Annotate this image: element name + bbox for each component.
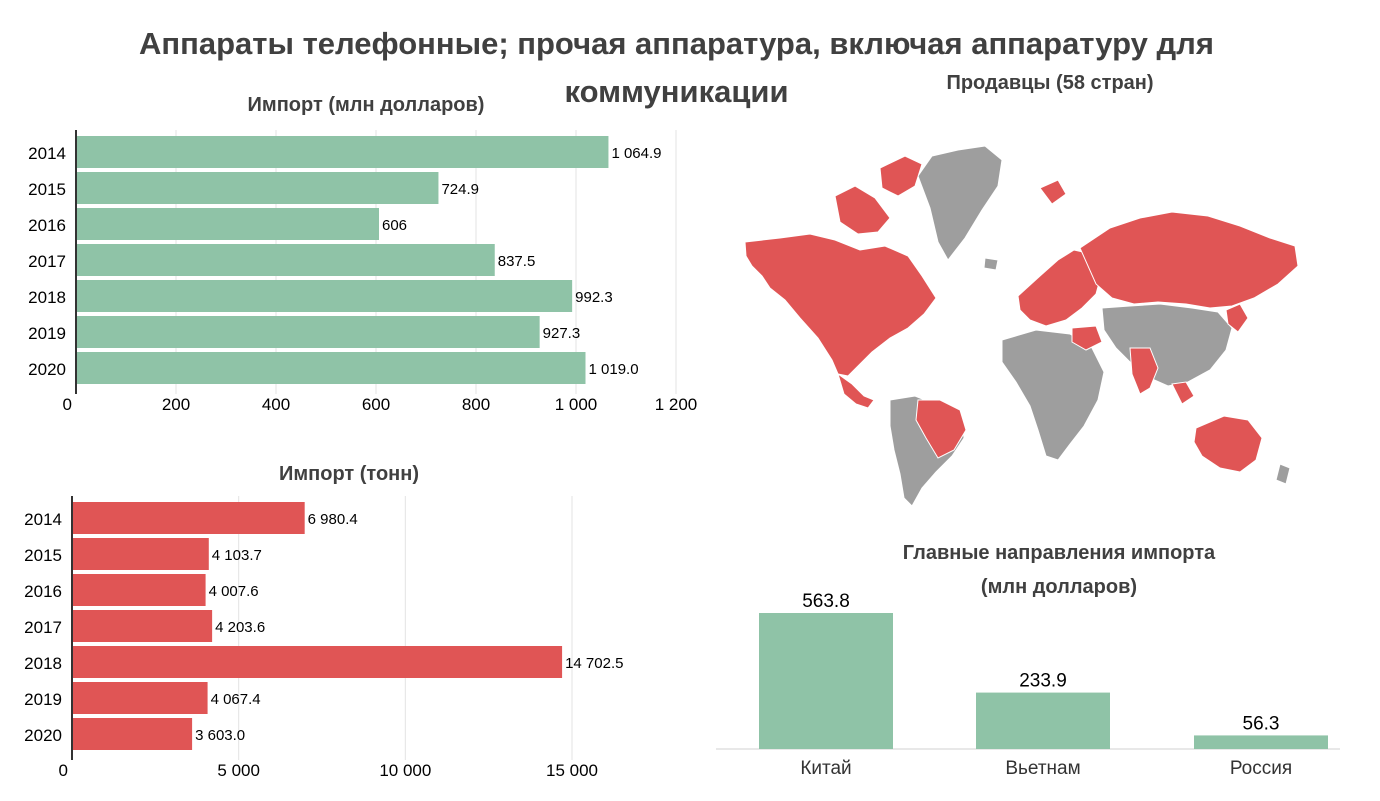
directions-chart-title: Главные направления импорта <box>902 542 1216 564</box>
map-africa <box>1001 329 1105 461</box>
map-south-america <box>889 395 967 507</box>
value-category-label-2019: 2019 <box>28 324 66 343</box>
value-category-label-2017: 2017 <box>28 252 66 271</box>
value-category-label-2016: 2016 <box>28 216 66 235</box>
value-tick-label: 200 <box>162 395 190 414</box>
value-tick-label: 400 <box>262 395 290 414</box>
directions-category-label-2: Россия <box>1230 758 1292 779</box>
weight-tick-label: 10 000 <box>379 761 431 780</box>
weight-category-label-2016: 2016 <box>24 582 62 601</box>
weight-bar-2014 <box>72 502 305 534</box>
directions-chart-subtitle: (млн долларов) <box>980 576 1138 598</box>
map-north-america <box>744 155 937 409</box>
directions-bar-2 <box>1194 735 1328 749</box>
weight-bar-2017 <box>72 610 213 642</box>
map-title: Продавцы (58 стран) <box>946 72 1154 94</box>
value-value-label-2020: 1 019.0 <box>589 361 639 378</box>
weight-value-label-2018: 14 702.5 <box>565 655 623 672</box>
map-oceania <box>1193 415 1291 485</box>
weight-bar-2015 <box>72 538 209 570</box>
value-value-label-2016: 606 <box>382 217 407 234</box>
value-value-label-2019: 927.3 <box>543 325 581 342</box>
page-title: Аппараты телефонные; прочая аппаратура, … <box>0 20 1353 116</box>
import-directions-chart: 563.8 Китай 233.9 Вьетнам 56.3 Россия <box>716 591 1340 779</box>
weight-chart-title: Импорт (тонн) <box>279 463 419 485</box>
import-value-chart: 1 064.9 2014 724.9 2015 606 2016 837.5 2017 992.… <box>28 130 698 414</box>
page-title-line-1: Аппараты телефонные; прочая аппаратура, … <box>139 26 1214 61</box>
weight-value-label-2015: 4 103.7 <box>212 547 262 564</box>
directions-category-label-1: Вьетнам <box>1005 758 1080 779</box>
weight-tick-label: 0 <box>59 761 68 780</box>
map-asia <box>1071 303 1249 405</box>
weight-value-label-2019: 4 067.4 <box>211 691 261 708</box>
value-category-label-2018: 2018 <box>28 288 66 307</box>
value-value-label-2018: 992.3 <box>575 289 613 306</box>
value-value-label-2017: 837.5 <box>498 253 536 270</box>
value-tick-label: 800 <box>462 395 490 414</box>
value-tick-label: 1 200 <box>655 395 698 414</box>
value-bar-2016 <box>76 208 379 240</box>
value-tick-label: 1 000 <box>555 395 598 414</box>
weight-bar-2019 <box>72 682 208 714</box>
value-tick-label: 600 <box>362 395 390 414</box>
map-greenland <box>917 145 1003 271</box>
value-chart-title: Импорт (млн долларов) <box>247 94 485 116</box>
value-value-label-2014: 1 064.9 <box>611 145 661 162</box>
directions-value-label-0: 563.8 <box>802 591 850 612</box>
map-russia <box>1079 211 1299 309</box>
value-bar-2018 <box>76 280 573 312</box>
value-bar-2015 <box>76 172 439 204</box>
world-map <box>744 145 1299 507</box>
page-title-line-2: коммуникации <box>564 74 789 109</box>
directions-value-label-2: 56.3 <box>1243 713 1280 734</box>
weight-category-label-2020: 2020 <box>24 726 62 745</box>
directions-value-label-1: 233.9 <box>1019 671 1067 692</box>
value-category-label-2015: 2015 <box>28 180 66 199</box>
weight-value-label-2017: 4 203.6 <box>215 619 265 636</box>
weight-category-label-2019: 2019 <box>24 690 62 709</box>
weight-category-label-2015: 2015 <box>24 546 62 565</box>
weight-value-label-2016: 4 007.6 <box>209 583 259 600</box>
weight-tick-label: 5 000 <box>217 761 260 780</box>
weight-tick-label: 15 000 <box>546 761 598 780</box>
weight-category-label-2017: 2017 <box>24 618 62 637</box>
value-tick-label: 0 <box>63 395 72 414</box>
directions-category-label-0: Китай <box>800 758 851 779</box>
weight-category-label-2014: 2014 <box>24 510 62 529</box>
weight-bar-2016 <box>72 574 206 606</box>
map-europe <box>1017 179 1103 327</box>
value-bar-2020 <box>76 352 586 384</box>
value-bar-2019 <box>76 316 540 348</box>
directions-bar-1 <box>976 692 1110 749</box>
import-weight-chart: 6 980.4 2014 4 103.7 2015 4 007.6 2016 4 203.6… <box>24 496 623 780</box>
weight-bar-2020 <box>72 718 193 750</box>
value-value-label-2015: 724.9 <box>441 181 479 198</box>
weight-category-label-2018: 2018 <box>24 654 62 673</box>
value-bar-2017 <box>76 244 495 276</box>
weight-bar-2018 <box>72 646 563 678</box>
value-bar-2014 <box>76 136 609 168</box>
value-category-label-2020: 2020 <box>28 360 66 379</box>
directions-bar-0 <box>759 613 893 749</box>
weight-value-label-2020: 3 603.0 <box>195 727 245 744</box>
value-category-label-2014: 2014 <box>28 144 66 163</box>
weight-value-label-2014: 6 980.4 <box>308 511 358 528</box>
